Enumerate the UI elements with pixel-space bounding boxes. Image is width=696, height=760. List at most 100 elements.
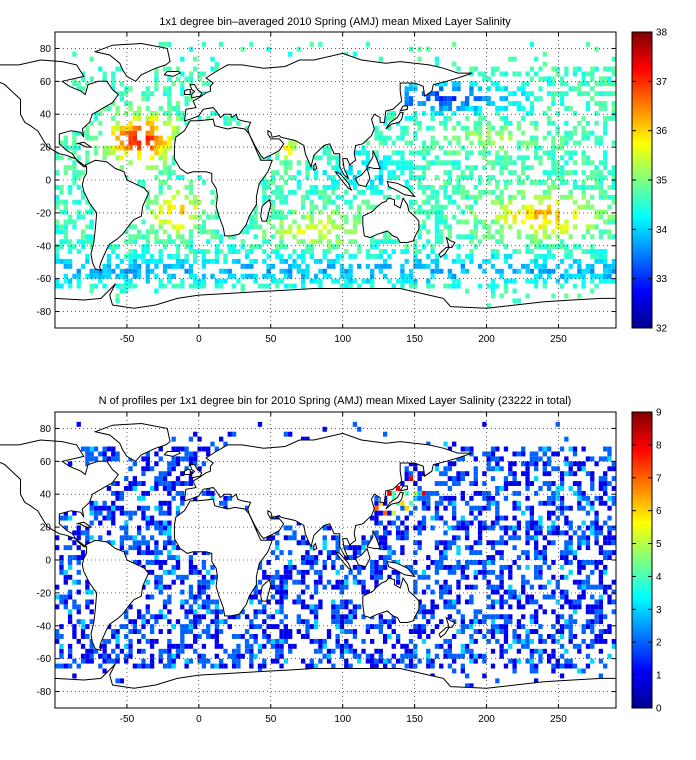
data-cell [452, 525, 457, 531]
data-cell [464, 115, 470, 121]
data-cell [275, 624, 280, 630]
data-cell [460, 624, 465, 630]
data-cell [395, 120, 401, 126]
data-cell [538, 515, 543, 521]
data-cell [326, 263, 332, 269]
data-cell [538, 273, 543, 279]
data-cell [538, 550, 543, 556]
data-cell [55, 545, 60, 551]
data-cell [309, 278, 314, 284]
data-cell [559, 614, 565, 620]
data-cell [482, 258, 487, 264]
data-cell [551, 244, 556, 250]
data-cell [434, 214, 440, 220]
data-cell [590, 71, 595, 77]
data-cell [309, 594, 314, 600]
data-cell [348, 229, 353, 235]
data-cell [322, 638, 327, 644]
data-cell [447, 224, 453, 230]
data-cell [447, 500, 453, 506]
data-cell [292, 209, 297, 215]
data-cell [577, 273, 582, 279]
data-cell [585, 249, 591, 254]
data-cell [193, 624, 198, 630]
data-cell [382, 658, 388, 664]
data-cell [80, 189, 86, 195]
data-cell [473, 229, 478, 235]
data-cell [486, 540, 491, 546]
data-cell [611, 170, 616, 176]
data-cell [490, 283, 496, 289]
data-cell [158, 658, 163, 664]
data-cell [568, 525, 573, 531]
data-cell [80, 71, 86, 77]
data-cell [430, 283, 435, 289]
data-cell [162, 244, 168, 250]
data-cell [124, 530, 129, 536]
data-cell [197, 224, 202, 230]
data-cell [210, 199, 215, 205]
data-cell [180, 209, 185, 215]
data-cell [413, 175, 418, 180]
data-cell [581, 461, 586, 467]
data-cell [167, 461, 172, 467]
data-cell [253, 653, 258, 659]
data-cell [426, 490, 431, 496]
data-cell [102, 451, 107, 457]
data-cell [309, 199, 314, 205]
data-cell [188, 456, 194, 462]
data-cell [607, 234, 612, 240]
data-cell [585, 91, 591, 97]
data-cell [167, 643, 172, 649]
data-cell [542, 268, 547, 274]
data-cell [503, 258, 509, 264]
data-cell [292, 140, 297, 146]
data-cell [538, 525, 543, 531]
data-cell [452, 199, 457, 205]
data-cell [421, 574, 427, 580]
data-cell [223, 268, 228, 274]
data-cell [115, 135, 120, 141]
data-cell [158, 209, 163, 215]
data-cell [197, 466, 202, 472]
data-cell [611, 115, 616, 121]
data-cell [452, 189, 457, 195]
data-cell [115, 263, 120, 269]
data-cell [374, 624, 379, 630]
data-cell [63, 229, 68, 235]
data-cell [374, 500, 379, 506]
data-cell [572, 579, 578, 585]
data-cell [132, 461, 137, 467]
data-cell [275, 209, 280, 215]
data-cell [326, 145, 332, 151]
data-cell [521, 643, 526, 649]
data-cell [167, 481, 172, 486]
data-cell [309, 609, 314, 615]
data-cell [249, 224, 254, 230]
data-cell [469, 658, 474, 664]
data-cell [603, 189, 608, 195]
data-cell [214, 234, 219, 240]
data-cell [279, 214, 284, 220]
data-cell [279, 258, 284, 264]
data-cell [464, 194, 470, 200]
data-cell [382, 165, 388, 171]
data-cell [387, 634, 392, 639]
data-cell [89, 76, 94, 82]
data-cell [460, 476, 465, 482]
data-cell [141, 254, 146, 259]
data-cell [266, 184, 271, 190]
data-cell [119, 268, 125, 274]
data-cell [430, 249, 435, 254]
data-cell [322, 268, 327, 274]
data-cell [141, 96, 146, 102]
data-cell [128, 86, 133, 92]
data-cell [469, 140, 474, 146]
data-cell [603, 476, 608, 482]
data-cell [322, 426, 327, 432]
data-cell [421, 525, 427, 531]
data-cell [98, 653, 103, 659]
data-cell [175, 110, 181, 116]
data-cell [283, 574, 289, 580]
data-cell [603, 584, 608, 590]
